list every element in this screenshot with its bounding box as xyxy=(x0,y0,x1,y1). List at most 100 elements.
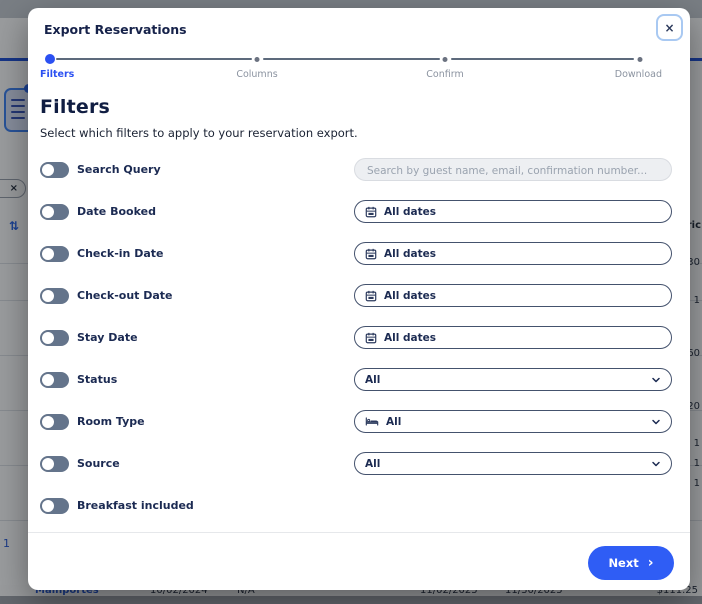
close-icon: × xyxy=(664,20,675,35)
price-cell-fragment: 60 xyxy=(687,348,700,359)
toggle-status[interactable] xyxy=(40,372,69,388)
table-cell: 11/02/2025 xyxy=(420,585,478,596)
toggle-knob xyxy=(42,248,54,260)
toggle-source[interactable] xyxy=(40,456,69,472)
chevron-down-icon xyxy=(652,419,660,425)
page-bottom-band xyxy=(0,596,702,604)
stay-date-value: All dates xyxy=(384,331,436,344)
date-booked-field[interactable]: All dates xyxy=(354,200,672,223)
next-button[interactable]: Next › xyxy=(588,546,674,580)
sort-icon: ⇅ xyxy=(9,219,20,233)
filter-label: Breakfast included xyxy=(77,499,194,512)
filter-label: Room Type xyxy=(77,415,145,428)
filter-row-source: Source All xyxy=(40,452,672,476)
price-cell-fragment: 30 xyxy=(687,257,700,268)
step-label-columns[interactable]: Columns xyxy=(236,69,278,80)
check-in-date-field[interactable]: All dates xyxy=(354,242,672,265)
toggle-knob xyxy=(42,458,54,470)
room-type-select[interactable]: All xyxy=(354,410,672,433)
section-heading: Filters xyxy=(40,96,111,118)
filter-row-status: Status All xyxy=(40,368,672,392)
export-reservations-modal: Export Reservations × Filters Columns Co… xyxy=(28,8,690,590)
step-dot-download xyxy=(637,56,643,62)
filter-label: Source xyxy=(77,457,120,470)
toggle-check-out-date[interactable] xyxy=(40,288,69,304)
status-select[interactable]: All xyxy=(354,368,672,391)
search-query-input[interactable] xyxy=(355,160,671,182)
stepper-line xyxy=(263,58,440,60)
price-cell-fragment: 1 xyxy=(693,458,700,469)
filter-row-breakfast-included: Breakfast included xyxy=(40,494,672,518)
price-cell-fragment: 1 xyxy=(693,478,700,489)
toggle-knob xyxy=(42,416,54,428)
toggle-knob xyxy=(42,332,54,344)
section-subheading: Select which filters to apply to your re… xyxy=(40,126,358,140)
toggle-breakfast-included[interactable] xyxy=(40,498,69,514)
price-cell-fragment: 20 xyxy=(687,401,700,412)
date-booked-value: All dates xyxy=(384,205,436,218)
toggle-room-type[interactable] xyxy=(40,414,69,430)
calendar-icon xyxy=(365,290,377,301)
toggle-search-query[interactable] xyxy=(40,162,69,178)
filter-label: Search Query xyxy=(77,163,161,176)
source-value: All xyxy=(365,457,381,470)
filter-row-room-type: Room Type All xyxy=(40,410,672,434)
pagination-page-1: 1 xyxy=(3,537,10,550)
modal-title: Export Reservations xyxy=(44,22,187,37)
reservation-link: Mainportes xyxy=(35,585,99,596)
stepper: Filters Columns Confirm Download xyxy=(40,54,662,86)
chevron-down-icon xyxy=(652,377,660,383)
calendar-icon xyxy=(365,248,377,259)
toggle-knob xyxy=(42,206,54,218)
filter-label: Check-in Date xyxy=(77,247,164,260)
next-button-label: Next xyxy=(608,556,639,570)
price-cell-fragment: 1 xyxy=(693,438,700,449)
table-cell: N/A xyxy=(237,585,255,596)
stay-date-field[interactable]: All dates xyxy=(354,326,672,349)
price-column-header-fragment: ric xyxy=(686,220,701,231)
status-value: All xyxy=(365,373,381,386)
stepper-line xyxy=(451,58,634,60)
calendar-icon xyxy=(365,206,377,217)
source-select[interactable]: All xyxy=(354,452,672,475)
toggle-knob xyxy=(42,500,54,512)
filter-row-check-in-date: Check-in Date All dates xyxy=(40,242,672,266)
toggle-stay-date[interactable] xyxy=(40,330,69,346)
step-label-confirm[interactable]: Confirm xyxy=(426,69,464,80)
room-type-value: All xyxy=(386,415,402,428)
search-query-input-wrap xyxy=(354,158,672,182)
filter-chip: × xyxy=(0,179,26,198)
filter-row-search-query: Search Query xyxy=(40,158,672,182)
table-cell: 11/30/2025 xyxy=(505,585,563,596)
bed-icon xyxy=(365,417,379,426)
toggle-date-booked[interactable] xyxy=(40,204,69,220)
check-out-date-field[interactable]: All dates xyxy=(354,284,672,307)
check-out-date-value: All dates xyxy=(384,289,436,302)
step-dot-columns xyxy=(254,56,260,62)
table-cell: 10/02/2024 xyxy=(150,585,208,596)
footer-divider xyxy=(28,532,690,533)
filter-row-check-out-date: Check-out Date All dates xyxy=(40,284,672,308)
stepper-line xyxy=(56,58,252,60)
price-cell-fragment: 1 xyxy=(693,295,700,306)
toggle-check-in-date[interactable] xyxy=(40,246,69,262)
filter-row-stay-date: Stay Date All dates xyxy=(40,326,672,350)
step-label-filters[interactable]: Filters xyxy=(40,69,75,80)
close-button[interactable]: × xyxy=(656,14,683,41)
table-cell-amount: $111.25 xyxy=(656,585,698,596)
filter-label: Stay Date xyxy=(77,331,138,344)
toggle-knob xyxy=(42,374,54,386)
check-in-date-value: All dates xyxy=(384,247,436,260)
step-dot-filters xyxy=(45,54,55,64)
toggle-knob xyxy=(42,164,54,176)
filter-label: Check-out Date xyxy=(77,289,173,302)
chevron-down-icon xyxy=(652,461,660,467)
filter-label: Date Booked xyxy=(77,205,156,218)
list-icon xyxy=(11,99,25,123)
calendar-icon xyxy=(365,332,377,343)
filter-label: Status xyxy=(77,373,118,386)
chevron-right-icon: › xyxy=(647,554,654,571)
step-dot-confirm xyxy=(442,56,448,62)
step-label-download[interactable]: Download xyxy=(614,69,662,80)
